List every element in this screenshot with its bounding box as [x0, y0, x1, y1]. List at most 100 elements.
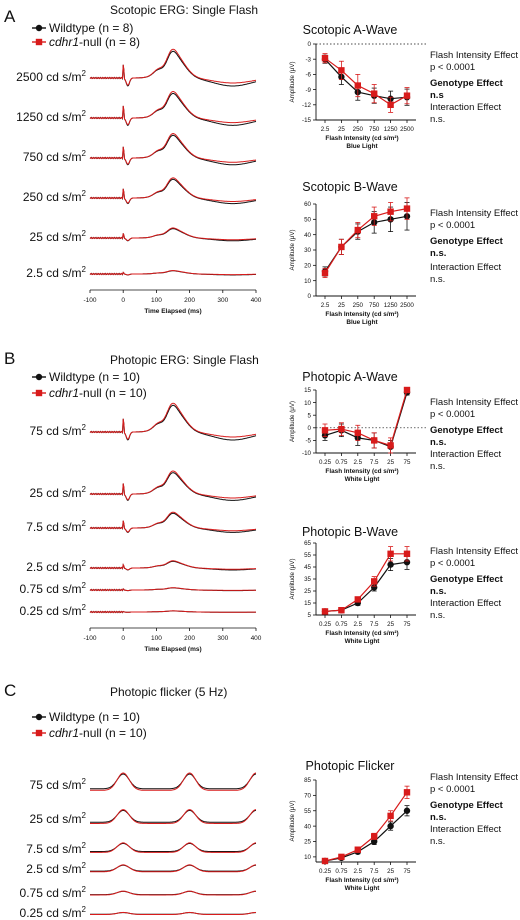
legend-entry: Wildtype (n = 8): [49, 21, 133, 35]
trace-wildtype: [89, 404, 257, 441]
trace-null: [89, 470, 256, 501]
x-tick-label: 0.75: [335, 621, 348, 628]
y-tick-label: -3: [305, 56, 311, 63]
data-point-wt: [387, 561, 394, 568]
series-line-wt: [324, 810, 408, 862]
data-point-null: [387, 812, 394, 820]
stats-annotation-value: n.s: [430, 90, 444, 101]
x-axis-sublabel: White Light: [345, 885, 381, 892]
data-point-null: [403, 789, 411, 796]
trace-label: 7.5 cd s/m2: [26, 841, 86, 856]
panel-title: Scotopic ERG: Single Flash: [110, 3, 258, 17]
series-line-wt: [324, 58, 408, 100]
data-point-null: [371, 578, 378, 585]
data-point-null: [371, 437, 378, 444]
trace-null: [89, 610, 256, 614]
x-tick-label: 2.5: [353, 459, 362, 466]
x-tick-label: 250: [353, 126, 364, 133]
data-point-null: [371, 213, 378, 220]
trace-label-exponent: 2: [82, 581, 87, 590]
trace-label-text: 25 cd s/m: [30, 812, 82, 826]
legend-suffix: -null (n = 10): [79, 726, 147, 740]
data-point-null: [371, 90, 378, 97]
y-tick-label: 30: [304, 247, 311, 254]
stats-annotation-title: Interaction Effect: [430, 449, 501, 460]
time-tick-label: 400: [251, 635, 262, 642]
x-tick-label: 7.5: [370, 621, 379, 628]
time-axis-label: Time Elapsed (ms): [144, 308, 201, 315]
legend-wildtype-marker: [35, 373, 43, 381]
trace-label-text: 250 cd s/m: [23, 190, 82, 204]
y-tick-label: -6: [305, 72, 311, 79]
x-tick-label: 75: [404, 621, 411, 628]
x-axis-sublabel: White Light: [345, 638, 381, 645]
x-tick-label: 7.5: [370, 459, 379, 466]
trace-null: [89, 402, 257, 440]
legend-suffix: -null (n = 8): [79, 35, 140, 49]
legend-null-marker: [35, 729, 43, 737]
y-tick-label: -15: [302, 117, 312, 124]
trace-label: 25 cd s/m2: [30, 485, 87, 500]
stats-annotation-value: p < 0.0001: [430, 558, 475, 569]
y-tick-label: 55: [304, 552, 311, 559]
stats-annotation-title: Flash Intensity Effect: [430, 772, 518, 783]
panel-a: A Scotopic ERG: Single Flash Wildtype (n =…: [4, 3, 262, 315]
y-tick-label: 5: [308, 412, 312, 419]
series-line-null: [324, 791, 408, 862]
x-axis-label: Flash Intensity (cd s/m²): [325, 311, 398, 318]
y-tick-label: 35: [304, 576, 311, 583]
trace-wildtype: [90, 842, 257, 852]
stats-annotation-title: Genotype Effect: [430, 574, 504, 585]
stats-annotation-value: p < 0.0001: [430, 220, 475, 231]
stats-annotation-value: n.s.: [430, 274, 445, 285]
trace-label-text: 2.5 cd s/m: [26, 266, 81, 280]
x-tick-label: 750: [369, 126, 380, 133]
trace-label-exponent: 2: [82, 777, 87, 786]
stats-annotation-title: Genotype Effect: [430, 236, 504, 247]
trace-null: [89, 90, 257, 126]
chart-photopic-b-wave: Photopic B-Wave 5 15 25 35 45 55 65 Amplitude (μ…: [289, 525, 518, 645]
x-tick-label: 2.5: [353, 621, 362, 628]
trace-label-text: 2.5 cd s/m: [26, 560, 81, 574]
legend-suffix: -null (n = 10): [79, 386, 147, 400]
x-tick-label: 1250: [384, 126, 398, 133]
data-point-null: [321, 54, 329, 62]
x-tick-label: 0.75: [335, 868, 348, 875]
time-axis-label: Time Elapsed (ms): [144, 646, 201, 653]
data-point-null: [338, 425, 345, 433]
trace-label: 0.25 cd s/m2: [20, 603, 87, 618]
legend-wildtype-marker: [35, 713, 43, 721]
x-axis-label: Flash Intensity (cd s/m²): [325, 468, 398, 475]
trace-label-text: 75 cd s/m: [30, 424, 82, 438]
trace-null: [89, 560, 256, 571]
data-point-null: [338, 67, 345, 74]
chart-title: Scotopic A-Wave: [303, 23, 398, 37]
legend-entry: Wildtype (n = 10): [49, 370, 140, 384]
data-point-null: [387, 442, 394, 449]
trace-null: [90, 911, 257, 915]
y-tick-label: 25: [304, 588, 311, 595]
trace-label-text: 750 cd s/m: [23, 150, 82, 164]
trace-wildtype: [89, 50, 257, 87]
series-line-null: [324, 389, 408, 447]
trace-label-exponent: 2: [82, 69, 87, 78]
y-tick-label: 0: [308, 41, 312, 48]
y-tick-label: 10: [304, 400, 311, 407]
legend-text: Wildtype (n = 8): [49, 21, 133, 35]
trace-label: 25 cd s/m2: [30, 229, 87, 244]
legend-entry: Wildtype (n = 10): [49, 710, 140, 724]
stats-annotation-value: n.s.: [430, 610, 445, 621]
stats-annotation-value: n.s.: [430, 437, 446, 448]
data-point-null: [338, 607, 345, 614]
legend-entry: cdhr1-null (n = 8): [49, 35, 140, 49]
legend-gene: cdhr1: [49, 386, 79, 400]
x-tick-label: 0.25: [319, 621, 332, 628]
x-tick-label: 2.5: [353, 868, 362, 875]
trace-label-exponent: 2: [82, 841, 87, 850]
x-tick-label: 25: [387, 868, 394, 875]
trace-label-text: 7.5 cd s/m: [26, 520, 81, 534]
legend-wildtype-marker: [35, 24, 43, 32]
x-tick-label: 250: [353, 302, 364, 309]
x-tick-label: 25: [387, 459, 394, 466]
trace-label-exponent: 2: [82, 559, 87, 568]
